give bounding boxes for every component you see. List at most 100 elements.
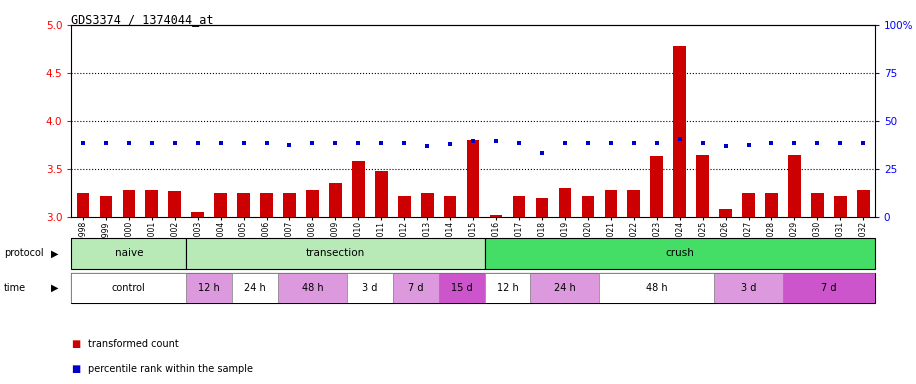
Text: transformed count: transformed count: [88, 339, 179, 349]
Bar: [146, 190, 158, 217]
Point: [604, 140, 618, 146]
Bar: [260, 193, 273, 217]
Point: [489, 138, 504, 144]
Point: [236, 140, 251, 146]
Bar: [513, 196, 526, 217]
Bar: [375, 171, 387, 217]
Text: time: time: [4, 283, 26, 293]
Bar: [650, 157, 663, 217]
Bar: [186, 273, 232, 303]
Bar: [857, 190, 869, 217]
Point: [833, 140, 847, 146]
Bar: [186, 238, 485, 269]
Bar: [696, 155, 709, 217]
Bar: [398, 196, 410, 217]
Point: [168, 140, 182, 146]
Text: control: control: [112, 283, 146, 293]
Text: 24 h: 24 h: [554, 283, 576, 293]
Text: 12 h: 12 h: [496, 283, 518, 293]
Point: [282, 142, 297, 148]
Point: [558, 140, 572, 146]
Bar: [783, 273, 875, 303]
Point: [512, 140, 527, 146]
Text: 48 h: 48 h: [301, 283, 323, 293]
Point: [442, 141, 457, 147]
Bar: [439, 273, 485, 303]
Point: [465, 138, 480, 144]
Text: ▶: ▶: [51, 283, 59, 293]
Text: transection: transection: [306, 248, 365, 258]
Text: 3 d: 3 d: [362, 283, 377, 293]
Point: [122, 140, 136, 146]
Bar: [673, 46, 686, 217]
Bar: [278, 273, 347, 303]
Bar: [490, 215, 502, 217]
Point: [397, 140, 411, 146]
Text: crush: crush: [665, 248, 694, 258]
Point: [581, 140, 595, 146]
Bar: [393, 273, 439, 303]
Bar: [627, 190, 640, 217]
Point: [764, 140, 779, 146]
Bar: [237, 193, 250, 217]
Text: ■: ■: [71, 364, 81, 374]
Text: 15 d: 15 d: [451, 283, 473, 293]
Text: 48 h: 48 h: [646, 283, 668, 293]
Point: [145, 140, 159, 146]
Point: [213, 140, 228, 146]
Text: 7 d: 7 d: [821, 283, 836, 293]
Point: [535, 150, 550, 156]
Bar: [329, 184, 342, 217]
Point: [420, 143, 434, 149]
Bar: [191, 212, 204, 217]
Bar: [352, 161, 365, 217]
Bar: [714, 273, 783, 303]
Bar: [306, 190, 319, 217]
Bar: [559, 188, 572, 217]
Text: 7 d: 7 d: [408, 283, 423, 293]
Bar: [765, 193, 778, 217]
Point: [810, 140, 824, 146]
Bar: [123, 190, 136, 217]
Bar: [169, 191, 181, 217]
Point: [856, 140, 870, 146]
Bar: [485, 273, 530, 303]
Point: [374, 140, 388, 146]
Text: GDS3374 / 1374044_at: GDS3374 / 1374044_at: [71, 13, 214, 26]
Bar: [536, 198, 549, 217]
Point: [741, 142, 756, 148]
Bar: [232, 273, 278, 303]
Text: percentile rank within the sample: percentile rank within the sample: [88, 364, 253, 374]
Point: [672, 136, 687, 142]
Point: [191, 140, 205, 146]
Bar: [444, 196, 456, 217]
Text: ■: ■: [71, 339, 81, 349]
Bar: [811, 193, 823, 217]
Point: [351, 140, 365, 146]
Point: [787, 140, 802, 146]
Point: [718, 143, 733, 149]
Bar: [100, 196, 112, 217]
Text: ▶: ▶: [51, 248, 59, 258]
Bar: [71, 273, 186, 303]
Bar: [347, 273, 393, 303]
Text: naive: naive: [114, 248, 143, 258]
Bar: [605, 190, 617, 217]
Point: [328, 140, 343, 146]
Bar: [530, 273, 599, 303]
Point: [76, 140, 91, 146]
Bar: [283, 193, 296, 217]
Text: 24 h: 24 h: [245, 283, 266, 293]
Text: protocol: protocol: [4, 248, 43, 258]
Bar: [71, 238, 186, 269]
Bar: [788, 155, 801, 217]
Bar: [742, 193, 755, 217]
Bar: [467, 140, 479, 217]
Point: [627, 140, 641, 146]
Bar: [719, 209, 732, 217]
Point: [649, 140, 664, 146]
Point: [695, 140, 710, 146]
Bar: [599, 273, 714, 303]
Bar: [214, 193, 227, 217]
Bar: [582, 196, 594, 217]
